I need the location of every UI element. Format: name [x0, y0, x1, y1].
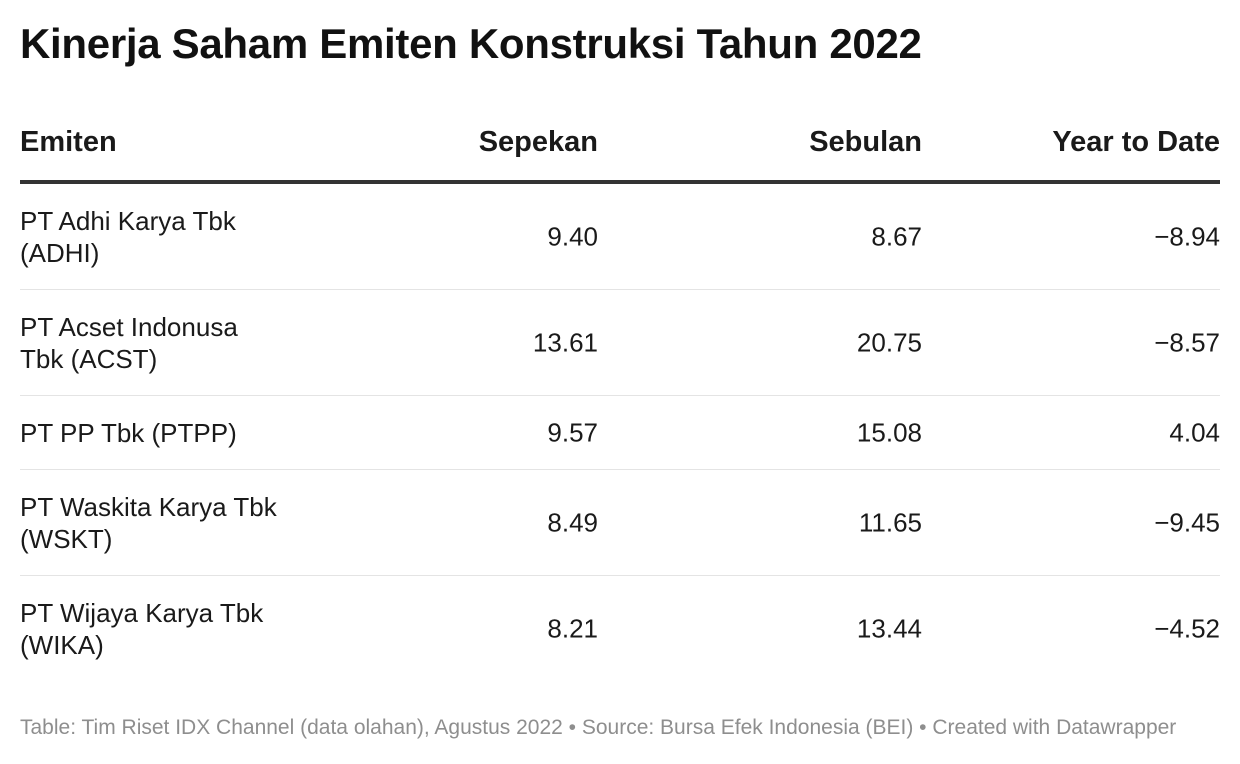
- ytd-cell: −8.57: [1154, 327, 1220, 357]
- sepekan-cell: 8.49: [547, 507, 598, 537]
- data-table: Emiten Sepekan Sebulan Year to Date PT A…: [20, 108, 1220, 681]
- table-title: Kinerja Saham Emiten Konstruksi Tahun 20…: [20, 20, 922, 67]
- sebulan-cell: 15.08: [856, 417, 922, 447]
- emiten-cell: PT Acset Indonusa Tbk (ACST): [20, 311, 238, 374]
- emiten-cell: PT Waskita Karya Tbk (WSKT): [20, 491, 277, 554]
- sebulan-cell: 11.65: [858, 507, 922, 537]
- sepekan-cell: 13.61: [532, 327, 598, 357]
- emiten-cell: PT Adhi Karya Tbk (ADHI): [20, 205, 236, 268]
- column-header-year-to-date[interactable]: Year to Date: [1052, 126, 1220, 158]
- table-row: PT Adhi Karya Tbk (ADHI) 9.40 8.67 −8.94: [20, 184, 1220, 290]
- sebulan-cell: 8.67: [871, 221, 922, 251]
- table-row: PT Acset Indonusa Tbk (ACST) 13.61 20.75…: [20, 290, 1220, 396]
- table-row: PT Wijaya Karya Tbk (WIKA) 8.21 13.44 −4…: [20, 576, 1220, 681]
- sebulan-cell: 20.75: [856, 327, 922, 357]
- sepekan-cell: 9.57: [547, 417, 598, 447]
- sepekan-cell: 8.21: [547, 613, 598, 643]
- source-footer: Table: Tim Riset IDX Channel (data olaha…: [20, 716, 1177, 739]
- ytd-cell: −4.52: [1154, 613, 1220, 643]
- table-row: PT Waskita Karya Tbk (WSKT) 8.49 11.65 −…: [20, 470, 1220, 576]
- emiten-cell: PT PP Tbk (PTPP): [20, 417, 237, 448]
- ytd-cell: −9.45: [1154, 507, 1220, 537]
- column-header-emiten[interactable]: Emiten: [20, 126, 117, 158]
- sepekan-cell: 9.40: [547, 221, 598, 251]
- column-header-sebulan[interactable]: Sebulan: [809, 126, 922, 158]
- ytd-cell: −8.94: [1154, 221, 1220, 251]
- emiten-cell: PT Wijaya Karya Tbk (WIKA): [20, 597, 264, 660]
- column-header-sepekan[interactable]: Sepekan: [478, 126, 598, 158]
- table-header: Emiten Sepekan Sebulan Year to Date: [20, 108, 1220, 184]
- sebulan-cell: 13.44: [856, 613, 922, 643]
- ytd-cell: 4.04: [1169, 417, 1220, 447]
- table-row: PT PP Tbk (PTPP) 9.57 15.08 4.04: [20, 396, 1220, 470]
